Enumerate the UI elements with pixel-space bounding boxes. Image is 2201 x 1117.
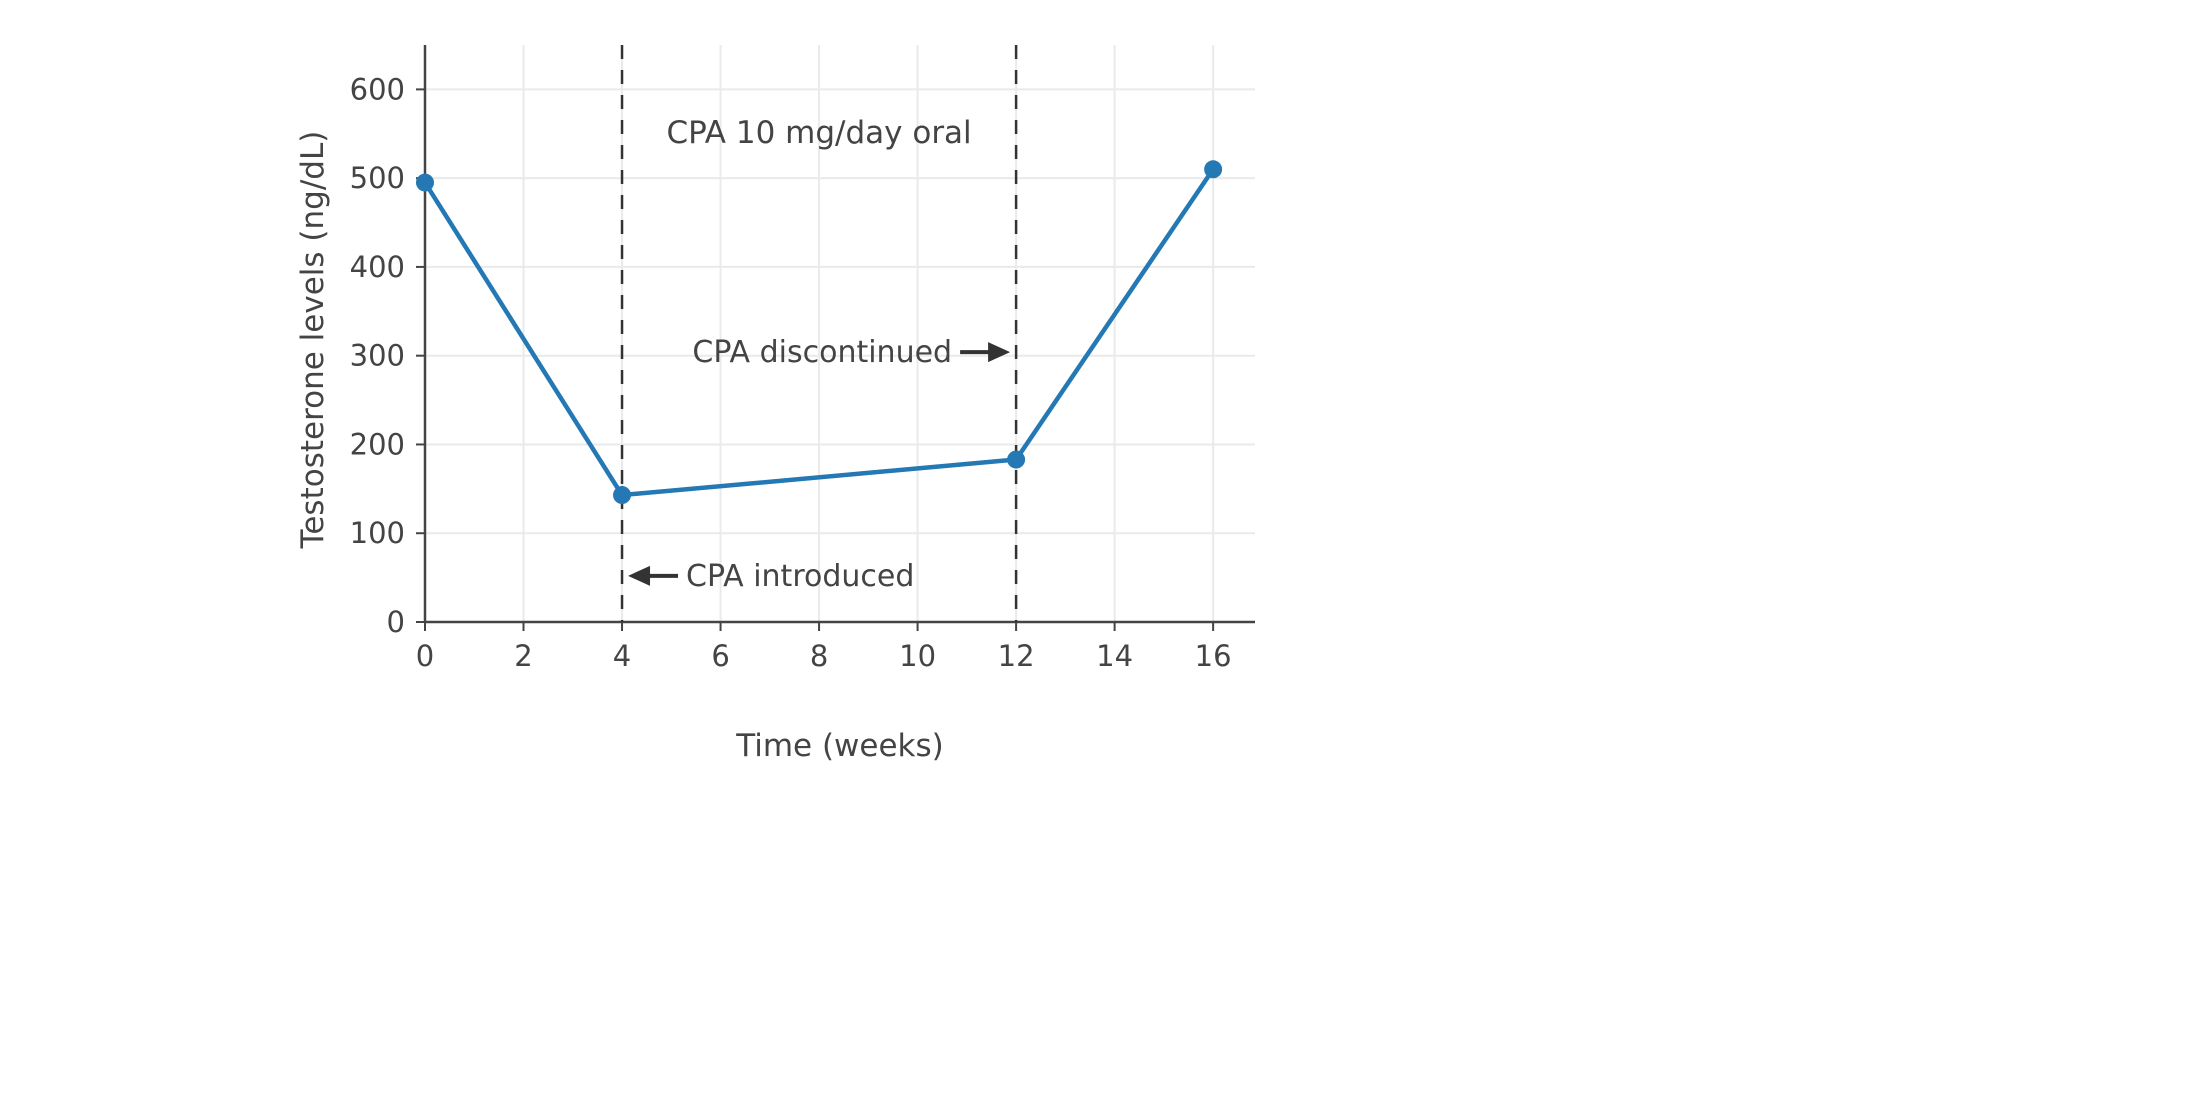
y-tick-label: 400 [350, 250, 405, 284]
x-tick-label: 10 [899, 639, 936, 673]
y-tick-label: 500 [350, 161, 405, 195]
x-tick-label: 6 [711, 639, 729, 673]
x-tick-label: 4 [613, 639, 631, 673]
annotation-text-cpa-discontinued: CPA discontinued [692, 335, 952, 370]
data-point [1204, 160, 1223, 179]
data-point [613, 486, 632, 505]
x-tick-label: 16 [1195, 639, 1232, 673]
data-point [1007, 450, 1026, 469]
x-tick-label: 2 [514, 639, 532, 673]
data-point [416, 173, 434, 192]
annotation-arrowhead-cpa-discontinued [988, 342, 1011, 363]
annotation-text-treatment-label: CPA 10 mg/day oral [666, 115, 971, 151]
x-tick-label: 14 [1096, 639, 1133, 673]
annotation-arrowhead-cpa-introduced [628, 565, 651, 586]
y-tick-label: 200 [350, 427, 405, 461]
y-tick-label: 600 [350, 72, 405, 106]
annotation-text-cpa-introduced: CPA introduced [686, 559, 914, 594]
y-axis-title: Testosterone levels (ng/dL) [295, 130, 331, 549]
x-tick-label: 8 [810, 639, 828, 673]
y-tick-label: 300 [350, 339, 405, 373]
x-axis-title: Time (weeks) [736, 728, 944, 764]
series-line [422, 167, 1216, 498]
x-tick-label: 0 [416, 639, 434, 673]
x-tick-label: 12 [998, 639, 1035, 673]
y-tick-label: 0 [387, 605, 405, 639]
y-tick-label: 100 [350, 516, 405, 550]
